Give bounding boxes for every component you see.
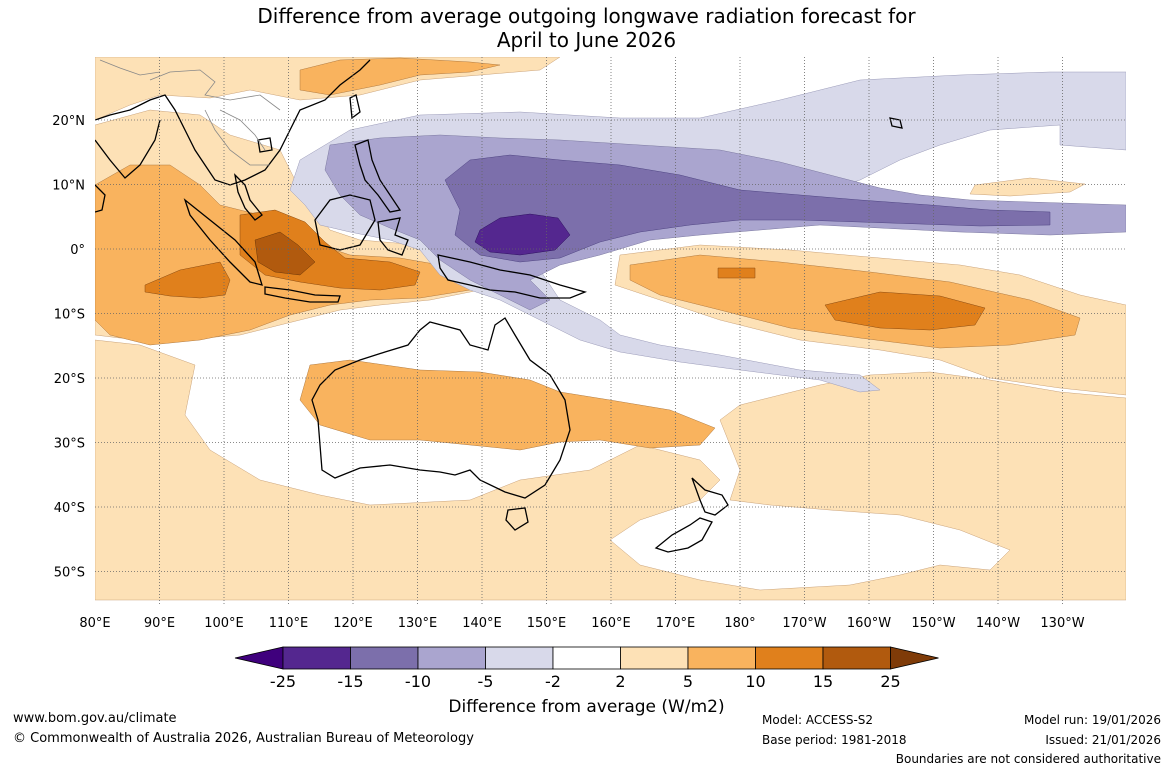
latitude-label: 40°S — [54, 501, 85, 516]
asia-border-3 — [219, 109, 266, 151]
anomaly-region-dark-orange-java — [254, 231, 316, 276]
longitude-label: 130°E — [398, 616, 438, 631]
colorbar-tick-label: 10 — [745, 672, 765, 691]
colorbar-tick-label: 25 — [880, 672, 900, 691]
longitude-label: 140°E — [462, 616, 502, 631]
latitude-labels: 20°N 10°N 0° 10°S 20°S 30°S 40°S 50°S — [52, 114, 85, 581]
australia-coastline — [311, 317, 571, 499]
latitude-label: 30°S — [54, 437, 85, 452]
colorbar-segment — [282, 646, 351, 670]
sulawesi-coastline — [377, 217, 409, 256]
hawaii-coastline — [889, 117, 903, 129]
anomaly-region-orange-pacific-small — [717, 267, 756, 279]
copyright: © Commonwealth of Australia 2026, Austra… — [13, 731, 474, 746]
longitude-label: 110°E — [269, 616, 309, 631]
anomaly-region-light-orange-north — [299, 57, 501, 96]
bom-url[interactable]: www.bom.gov.au/climate — [13, 711, 177, 726]
title-line-1: Difference from average outgoing longwav… — [257, 4, 916, 28]
java-coastline — [264, 286, 341, 303]
longitude-label: 170°W — [782, 616, 826, 631]
colorbar-tick-label: -25 — [270, 672, 296, 691]
colorbar-tick-label: 15 — [813, 672, 833, 691]
borneo-coastline — [314, 194, 376, 251]
sumatra-coastline — [183, 198, 263, 286]
latitude-label: 20°S — [54, 372, 85, 387]
latitude-label: 20°N — [52, 114, 85, 129]
title-line-2: April to June 2026 — [496, 28, 677, 52]
chart-title: Difference from average outgoing longwav… — [0, 4, 1173, 52]
country-borders — [99, 59, 281, 166]
longitude-label: 170°E — [656, 616, 696, 631]
colorbar-segment — [350, 646, 419, 670]
anomaly-region-pale-orange-east — [969, 177, 1086, 197]
colorbar-arrow-high — [890, 646, 939, 670]
longitude-label: 80°E — [79, 616, 110, 631]
longitude-label: 130°W — [1040, 616, 1084, 631]
gridlines — [95, 57, 1126, 604]
asia-border-2 — [204, 109, 270, 166]
colorbar-segment — [620, 646, 689, 670]
colorbar-tick-label: 5 — [683, 672, 693, 691]
colorbar-tick-label: -5 — [478, 672, 494, 691]
model-run: Model run: 19/01/2026 — [1023, 713, 1161, 727]
new-guinea-coastline — [437, 254, 588, 299]
latitude-label: 10°N — [52, 179, 85, 194]
colorbar-tick-label: -15 — [337, 672, 363, 691]
longitude-label: 150°E — [527, 616, 567, 631]
colorbar-tick-label: -10 — [405, 672, 431, 691]
hainan-coastline — [257, 137, 273, 153]
colorbar-segment — [755, 646, 824, 670]
latitude-label: 50°S — [54, 566, 85, 581]
issued-date: Issued: 21/01/2026 — [1045, 733, 1161, 747]
disclaimer: Boundaries are not considered authoritat… — [895, 752, 1161, 766]
latitude-label: 10°S — [54, 308, 85, 323]
asia-mainland-coastline — [95, 59, 371, 186]
colorbar-tick-label: 2 — [615, 672, 625, 691]
base-period: Base period: 1981-2018 — [762, 733, 907, 747]
model-name: Model: ACCESS-S2 — [762, 713, 874, 727]
latitude-label: 0° — [70, 243, 85, 258]
asia-border-1 — [149, 69, 281, 111]
anomaly-region-orange-sumatra — [144, 261, 231, 299]
anomaly-region-purple — [444, 154, 1051, 263]
coastlines — [95, 59, 903, 553]
longitude-label: 90°E — [144, 616, 175, 631]
anomaly-region-orange-pacific — [824, 291, 986, 331]
longitude-labels: 80°E 90°E 100°E 110°E 120°E 130°E 140°E 150°E 16… — [79, 616, 1084, 631]
tasmania-coastline — [505, 507, 529, 531]
new-zealand-south-coastline — [654, 517, 713, 553]
philippines-coastline — [354, 139, 402, 213]
india-coastline — [95, 119, 161, 179]
colorbar-segment — [417, 646, 486, 670]
anomaly-fields — [95, 57, 1126, 601]
colorbar-arrow-low — [234, 646, 284, 670]
colorbar-segment — [485, 646, 554, 670]
colorbar-label: Difference from average (W/m2) — [448, 697, 725, 717]
new-zealand-north-coastline — [691, 477, 729, 516]
anomaly-region-pale-orange-south — [95, 339, 1126, 601]
longitude-label: 100°E — [204, 616, 244, 631]
longitude-label: 160°W — [847, 616, 891, 631]
anomaly-region-light-orange-australia — [299, 359, 716, 451]
colorbar-tick-label: -2 — [545, 672, 561, 691]
sri-lanka-coastline — [95, 184, 106, 213]
colorbar: -25 -15 -10 -5 -2 2 5 10 15 25 — [234, 646, 939, 691]
longitude-label: 180° — [724, 616, 755, 631]
longitude-label: 160°E — [591, 616, 631, 631]
anomaly-region-dark-purple — [474, 213, 571, 256]
taiwan-coastline — [349, 94, 361, 120]
malay-peninsula-coastline — [234, 173, 263, 221]
colorbar-segment — [552, 646, 621, 670]
asia-border-4 — [99, 59, 161, 76]
longitude-label: 140°W — [976, 616, 1020, 631]
colorbar-segment — [687, 646, 756, 670]
colorbar-segment — [822, 646, 891, 670]
longitude-label: 120°E — [333, 616, 373, 631]
longitude-label: 150°W — [911, 616, 955, 631]
